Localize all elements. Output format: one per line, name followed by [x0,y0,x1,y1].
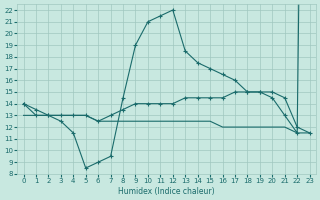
X-axis label: Humidex (Indice chaleur): Humidex (Indice chaleur) [118,187,215,196]
